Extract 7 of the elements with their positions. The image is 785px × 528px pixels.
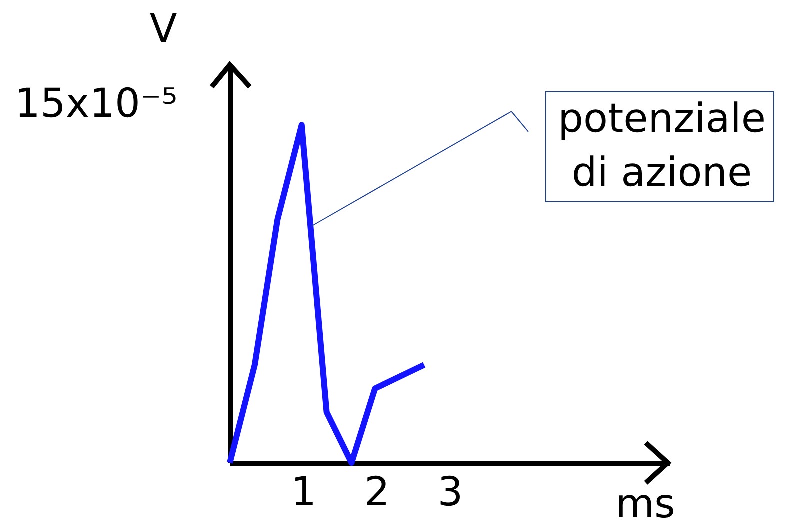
text: 15x10⁻⁵ xyxy=(15,81,178,127)
x-axis-title: ms xyxy=(616,482,676,528)
x-tick-label: 1 xyxy=(291,470,317,516)
y-axis-title: V xyxy=(150,6,178,52)
x-tick-label: 3 xyxy=(438,470,464,516)
annotation: potenziale di azione xyxy=(558,96,766,196)
x-tick-label: 2 xyxy=(364,470,390,516)
